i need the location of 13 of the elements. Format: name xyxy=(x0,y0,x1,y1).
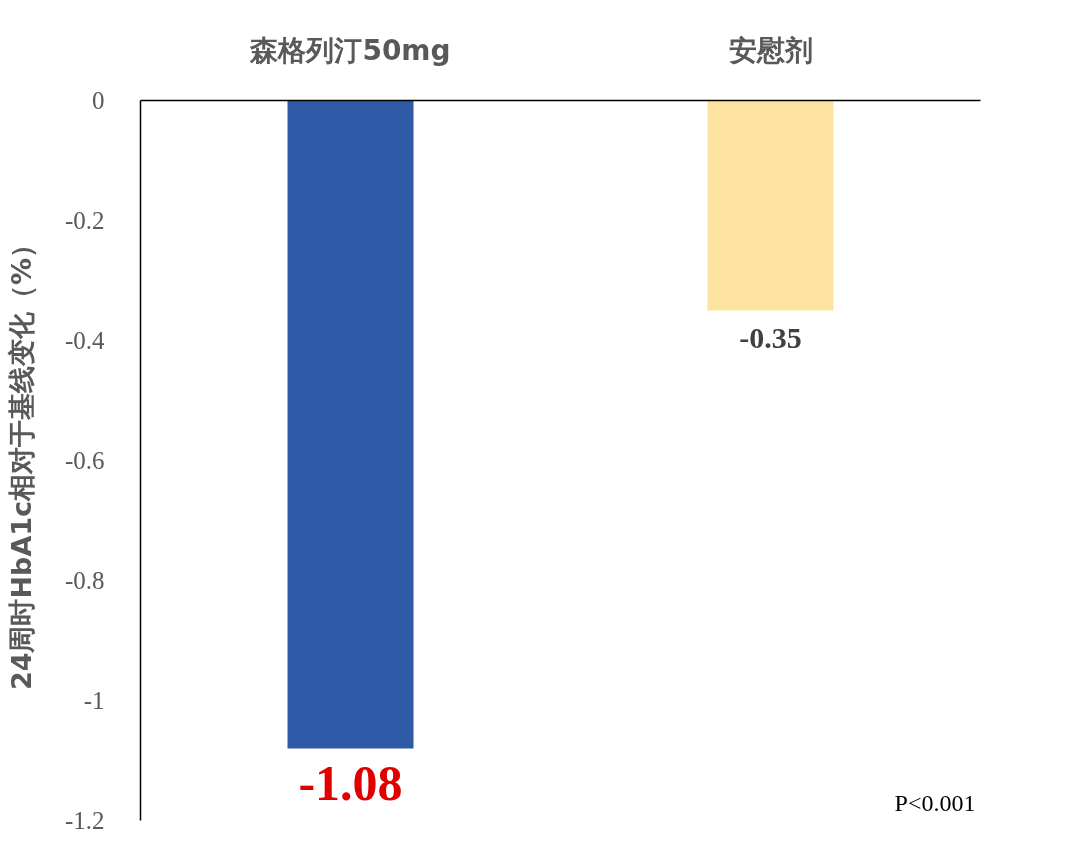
y-tick-label: -0.2 xyxy=(64,207,105,234)
y-tick-label: -1 xyxy=(83,687,105,714)
y-tick-label: -0.8 xyxy=(64,567,105,594)
y-axis-title: 24周时HbA1c相对于基线变化（%） xyxy=(5,230,37,691)
x-tick-label: 安慰剂 xyxy=(728,33,813,67)
y-tick-label: -0.4 xyxy=(64,327,105,354)
y-tick-label: 0 xyxy=(92,87,105,114)
data-label: -1.08 xyxy=(298,754,403,811)
y-tick-label: -1.2 xyxy=(64,807,105,834)
x-tick-label: 森格列汀50mg xyxy=(249,33,451,67)
data-label: -0.35 xyxy=(739,320,802,354)
annotation: P<0.001 xyxy=(894,789,976,816)
y-tick-label: -0.6 xyxy=(64,447,105,474)
